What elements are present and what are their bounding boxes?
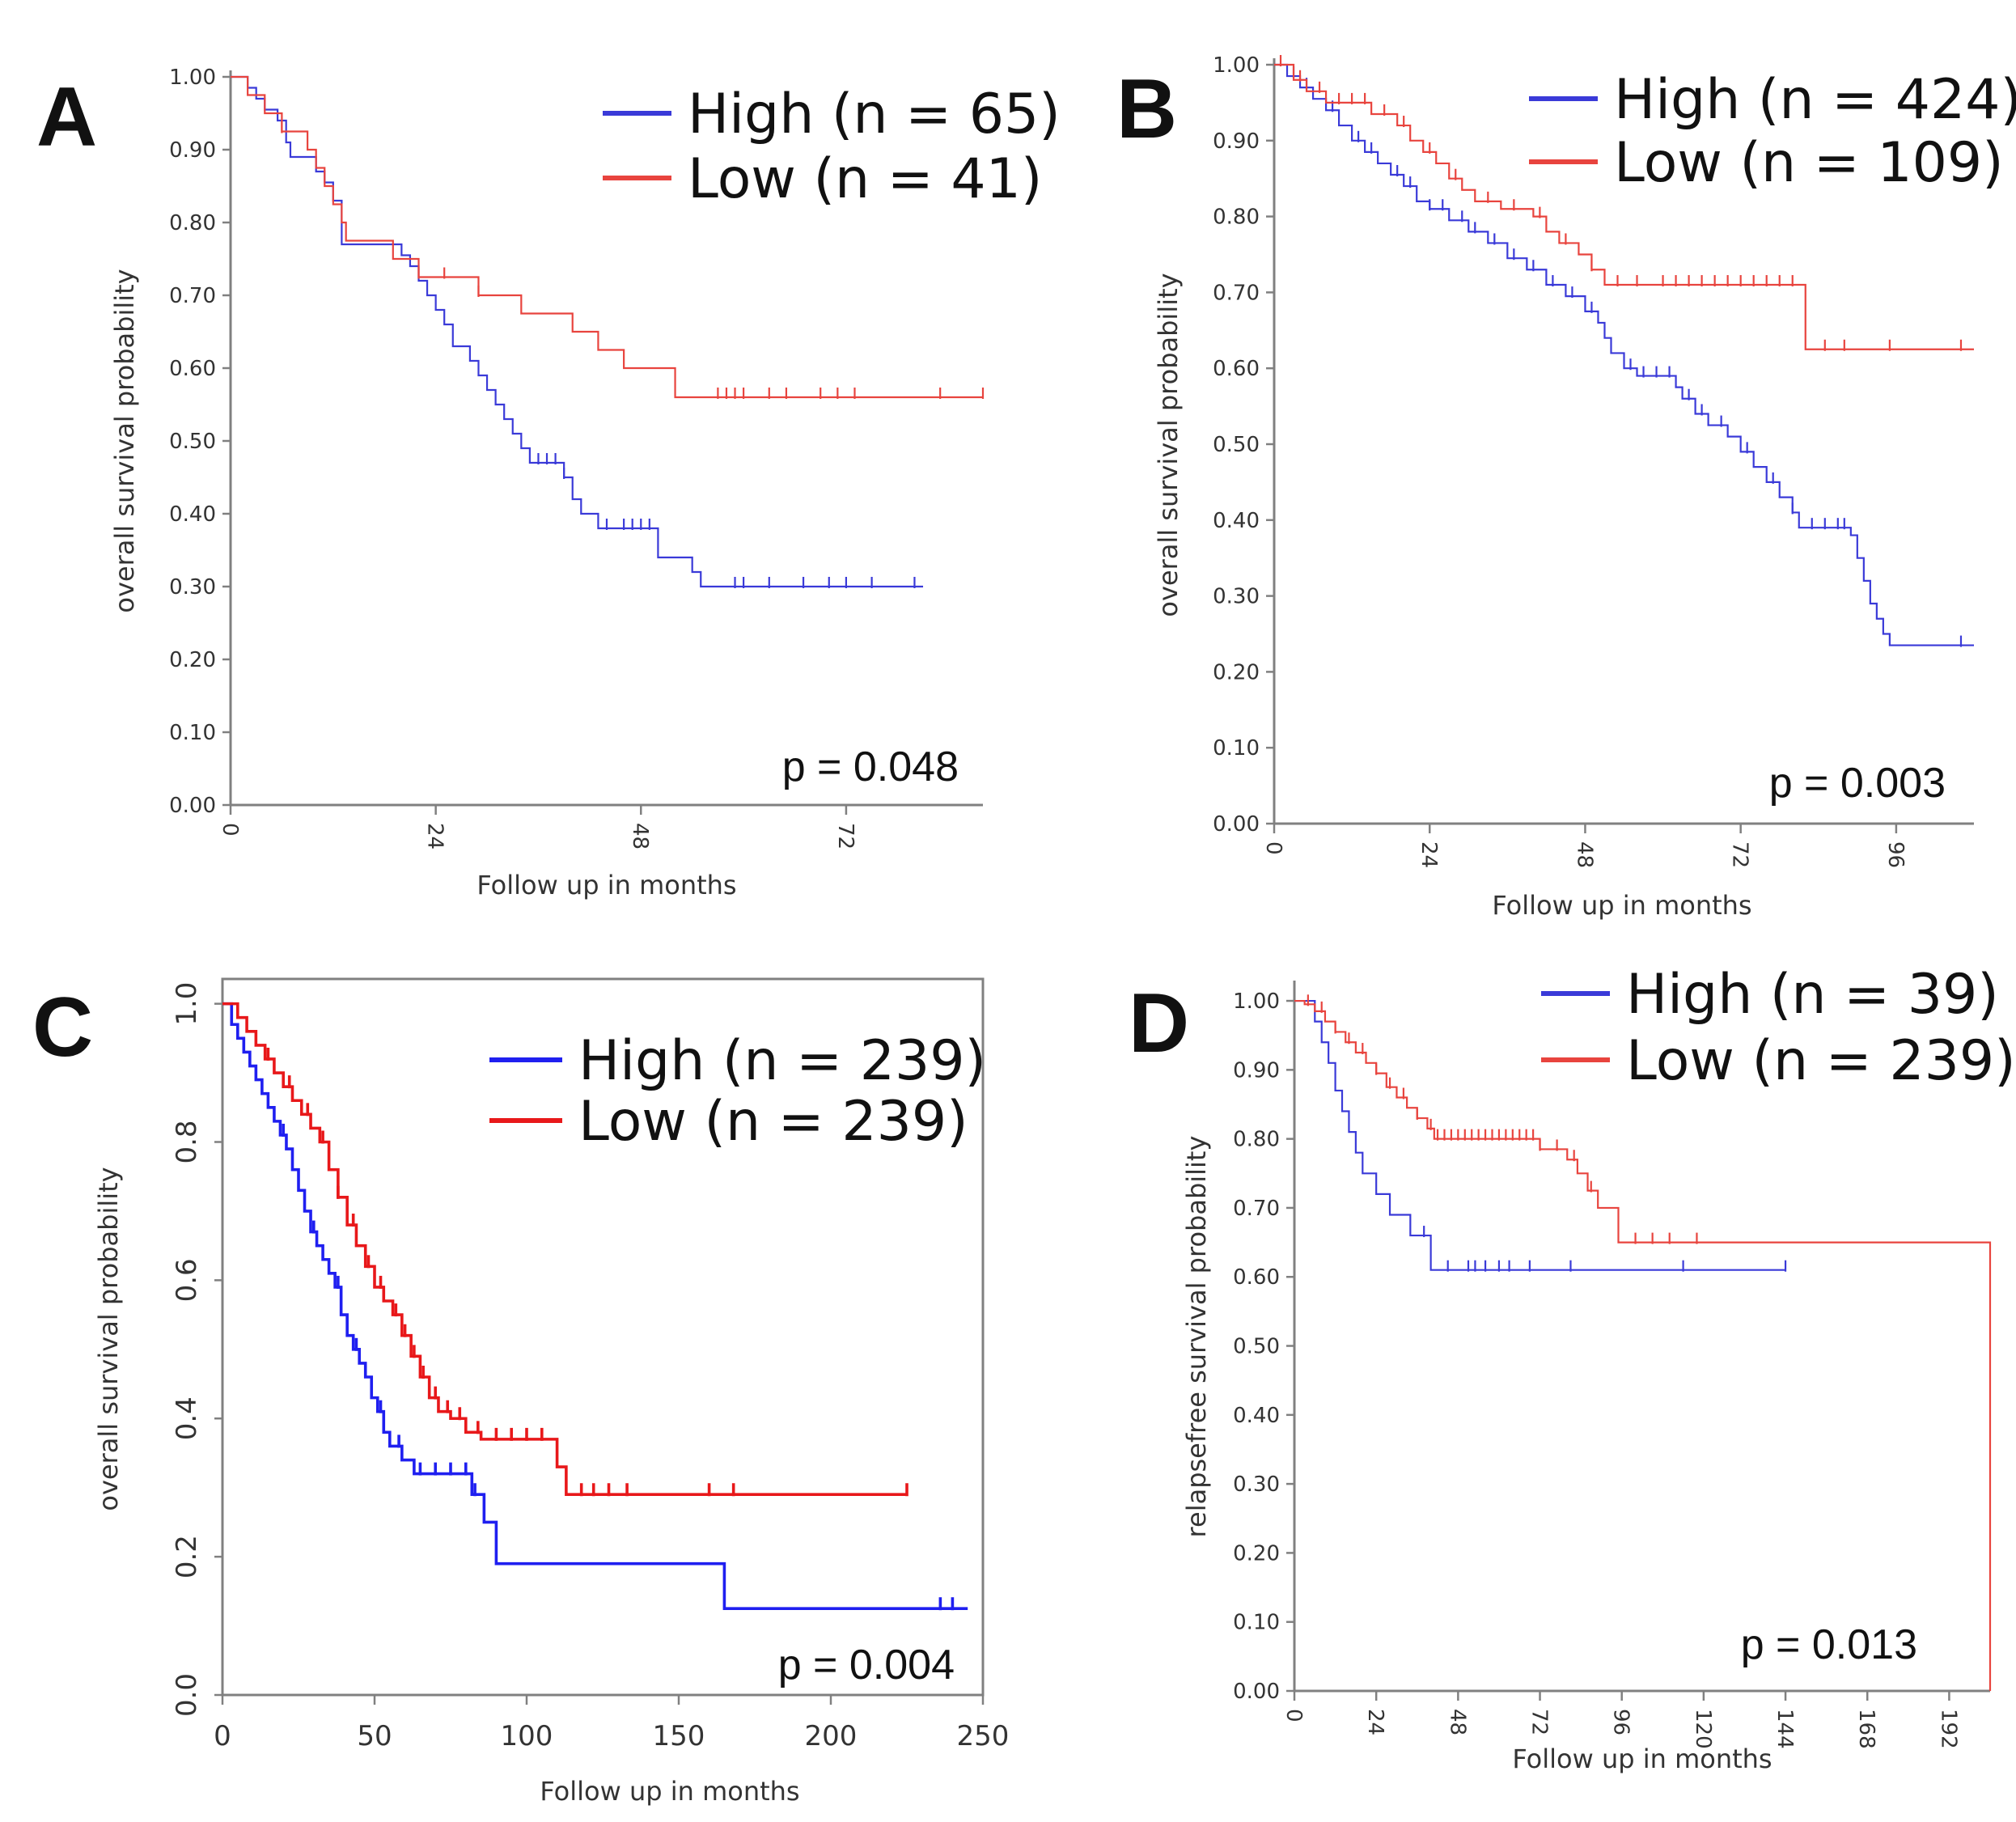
x-tick-label: 24 bbox=[1363, 1709, 1387, 1735]
y-tick-label: 0.60 bbox=[1233, 1265, 1280, 1290]
y-axis-title: relapsefree survival probability bbox=[1181, 1136, 1212, 1538]
x-tick-label: 0 bbox=[214, 1720, 231, 1752]
series-high-line bbox=[231, 75, 924, 588]
p-value: p = 0.048 bbox=[782, 744, 959, 790]
y-tick-label: 0.50 bbox=[169, 430, 216, 454]
x-tick-label: 200 bbox=[805, 1720, 858, 1752]
panel-letter: A bbox=[36, 70, 97, 164]
p-value: p = 0.013 bbox=[1741, 1621, 1917, 1668]
y-axis-title: overall survival probability bbox=[93, 1167, 124, 1511]
x-tick-label: 120 bbox=[1691, 1709, 1715, 1749]
series-low-line bbox=[1274, 63, 1974, 350]
y-tick-label: 1.00 bbox=[1213, 53, 1260, 78]
y-tick-label: 0.70 bbox=[1233, 1197, 1280, 1221]
y-tick-label: 0.60 bbox=[169, 357, 216, 381]
x-axis-title: Follow up in months bbox=[540, 1776, 799, 1807]
legend-label-high: High (n = 65) bbox=[688, 83, 1061, 146]
y-tick-label: 0.10 bbox=[1233, 1611, 1280, 1635]
x-tick-label: 72 bbox=[833, 823, 858, 850]
series-high-line bbox=[1294, 999, 1786, 1271]
panel-d: D 0.00 0.10 0.20 0.30 0.40 0.50 0.60 0.70 0.80 0.9… bbox=[1129, 963, 2016, 1774]
y-tick-label: 0.30 bbox=[169, 575, 216, 600]
y-tick-label: 0.6 bbox=[171, 1258, 203, 1302]
panel-letter: D bbox=[1129, 977, 1189, 1070]
legend-label-low: Low (n = 239) bbox=[1626, 1029, 2016, 1093]
p-value: p = 0.003 bbox=[1769, 760, 1946, 807]
y-tick-label: 0.70 bbox=[169, 284, 216, 308]
x-tick-label: 150 bbox=[653, 1720, 705, 1752]
legend-label-low: Low (n = 239) bbox=[578, 1090, 968, 1154]
y-tick-label: 0.80 bbox=[1233, 1128, 1280, 1152]
y-tick-label: 1.00 bbox=[169, 66, 216, 90]
legend-label-low: Low (n = 41) bbox=[688, 147, 1042, 211]
x-tick-label: 0 bbox=[218, 823, 242, 837]
x-tick-label: 100 bbox=[501, 1720, 553, 1752]
x-tick-label: 96 bbox=[1609, 1709, 1633, 1735]
x-tick-label: 48 bbox=[1445, 1709, 1469, 1735]
y-tick-label: 0.80 bbox=[1213, 206, 1260, 230]
y-tick-label: 0.8 bbox=[171, 1120, 203, 1163]
x-tick-label: 72 bbox=[1728, 841, 1752, 868]
y-tick-label: 0.00 bbox=[1213, 812, 1260, 837]
series-low-line bbox=[222, 1002, 907, 1497]
y-tick-label: 0.90 bbox=[1233, 1058, 1280, 1083]
y-tick-label: 0.70 bbox=[1213, 281, 1260, 305]
y-tick-label: 0.20 bbox=[1233, 1541, 1280, 1566]
y-tick-label: 0.0 bbox=[171, 1673, 203, 1717]
panel-b: B 0.00 0.10 0.20 0.30 0.40 0.50 0.60 0.70 0.80 0.9… bbox=[1116, 53, 2016, 921]
series-low-line bbox=[1294, 999, 1992, 1691]
y-tick-label: 0.2 bbox=[171, 1535, 203, 1578]
x-tick-label: 50 bbox=[357, 1720, 392, 1752]
y-tick-label: 0.20 bbox=[1213, 660, 1260, 684]
x-axis-title: Follow up in months bbox=[1492, 890, 1751, 921]
y-axis-title: overall survival probability bbox=[109, 269, 140, 612]
y-tick-label: 0.40 bbox=[1213, 509, 1260, 533]
p-value: p = 0.004 bbox=[778, 1642, 955, 1689]
x-tick-label: 48 bbox=[628, 823, 652, 850]
y-tick-label: 0.00 bbox=[1233, 1680, 1280, 1704]
x-tick-label: 250 bbox=[957, 1720, 1010, 1752]
y-tick-label: 0.80 bbox=[169, 211, 216, 235]
y-tick-label: 0.90 bbox=[169, 138, 216, 163]
y-tick-label: 0.00 bbox=[169, 794, 216, 818]
y-tick-label: 0.30 bbox=[1213, 585, 1260, 609]
x-tick-label: 24 bbox=[423, 823, 447, 850]
y-tick-label: 0.60 bbox=[1213, 357, 1260, 381]
panel-letter: B bbox=[1116, 62, 1177, 156]
legend-label-high: High (n = 39) bbox=[1626, 963, 1999, 1027]
y-tick-label: 0.50 bbox=[1233, 1335, 1280, 1359]
x-axis-title: Follow up in months bbox=[1512, 1744, 1772, 1774]
series-high-line bbox=[222, 1002, 968, 1610]
y-tick-label: 0.30 bbox=[1233, 1472, 1280, 1497]
y-tick-label: 0.4 bbox=[171, 1396, 203, 1440]
y-tick-label: 0.40 bbox=[1233, 1404, 1280, 1428]
y-tick-label: 0.10 bbox=[169, 721, 216, 745]
legend-label-low: Low (n = 109) bbox=[1614, 131, 2004, 195]
panel-letter: C bbox=[32, 981, 93, 1074]
y-tick-label: 0.20 bbox=[169, 648, 216, 672]
x-tick-label: 72 bbox=[1527, 1709, 1551, 1735]
legend-label-high: High (n = 424) bbox=[1614, 68, 2016, 132]
y-tick-label: 0.40 bbox=[169, 502, 216, 527]
x-tick-label: 144 bbox=[1772, 1709, 1797, 1749]
x-tick-label: 168 bbox=[1854, 1709, 1878, 1749]
x-tick-label: 0 bbox=[1281, 1709, 1306, 1722]
x-tick-label: 24 bbox=[1417, 841, 1441, 868]
x-axis-title: Follow up in months bbox=[476, 870, 736, 900]
x-tick-label: 48 bbox=[1572, 841, 1596, 868]
y-tick-label: 1.00 bbox=[1233, 989, 1280, 1014]
x-tick-label: 192 bbox=[1936, 1709, 1960, 1749]
x-tick-label: 0 bbox=[1261, 841, 1285, 855]
y-tick-label: 1.0 bbox=[171, 982, 203, 1026]
legend-label-high: High (n = 239) bbox=[578, 1029, 986, 1093]
plot-frame bbox=[221, 977, 985, 1697]
y-tick-label: 0.90 bbox=[1213, 129, 1260, 154]
x-tick-label: 96 bbox=[1883, 841, 1908, 868]
panel-a: A 0.00 0.10 0.20 0.30 0.40 0.50 0.60 0.70 0.80 0.9… bbox=[36, 66, 1061, 900]
y-axis-title: overall survival probability bbox=[1153, 273, 1184, 617]
y-tick-label: 0.50 bbox=[1213, 433, 1260, 457]
panel-c: C 0.0 0.2 0.4 0.6 0.8 1.0 0 50 100 150 200 250 Follow… bbox=[32, 977, 1010, 1807]
y-tick-label: 0.10 bbox=[1213, 736, 1260, 761]
